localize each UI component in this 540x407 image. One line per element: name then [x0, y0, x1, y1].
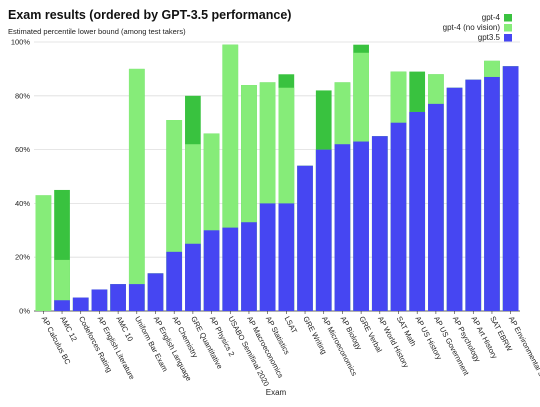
- bar-gpt3-5: [465, 79, 482, 311]
- bar-gpt3-5: [278, 203, 295, 311]
- bar-gpt3-5: [259, 203, 276, 311]
- bar-gpt3-5: [91, 289, 108, 311]
- legend-label: gpt-4 (no vision): [443, 23, 501, 32]
- chart-title: Exam results (ordered by GPT-3.5 perform…: [8, 8, 291, 22]
- bar-gpt-4-no-vision: [35, 195, 52, 311]
- bar-gpt3-5: [484, 76, 500, 311]
- bar-gpt3-5: [353, 141, 369, 311]
- bar-gpt3-5: [222, 227, 239, 311]
- bar-gpt3-5: [502, 66, 519, 312]
- bars: [35, 44, 519, 312]
- y-tick-label: 100%: [11, 38, 31, 47]
- bar-gpt3-5: [409, 111, 426, 311]
- bar-gpt3-5: [297, 165, 313, 311]
- bar-gpt3-5: [128, 284, 145, 311]
- bar-gpt3-5: [371, 136, 388, 311]
- x-tick-label: AP Environmental Science: [507, 315, 540, 398]
- bar-gpt3-5: [72, 297, 89, 311]
- y-tick-label: 40%: [15, 199, 30, 208]
- x-axis-title: Exam: [266, 388, 287, 397]
- bar-gpt3-5: [54, 300, 70, 311]
- chart-subtitle: Estimated percentile lower bound (among …: [8, 27, 186, 36]
- x-tick-label: AMC 10: [114, 315, 135, 343]
- bar-gpt3-5: [110, 284, 126, 311]
- y-tick-label: 20%: [15, 253, 30, 262]
- legend-swatch: [504, 24, 512, 32]
- y-tick-label: 0%: [19, 307, 30, 316]
- bar-gpt3-5: [334, 144, 351, 311]
- y-tick-label: 80%: [15, 91, 30, 100]
- y-tick-label: 60%: [15, 145, 30, 154]
- y-axis: 0% 20% 40% 60% 80% 100%: [11, 38, 31, 316]
- x-tick-label: LSAT: [283, 315, 300, 336]
- bar-gpt-4-no-vision: [128, 68, 145, 312]
- legend-swatch: [504, 14, 512, 22]
- bar-gpt3-5: [185, 243, 201, 311]
- bar-gpt3-5: [315, 149, 332, 311]
- bar-gpt3-5: [428, 103, 444, 312]
- legend-swatch: [504, 34, 512, 42]
- legend-label: gpt-4: [482, 13, 501, 22]
- bar-gpt3-5: [147, 273, 164, 311]
- bar-gpt3-5: [203, 230, 220, 311]
- bar-gpt3-5: [446, 87, 463, 311]
- bar-gpt-4-no-vision: [54, 259, 70, 311]
- legend-label: gpt3.5: [478, 33, 501, 42]
- bar-gpt3-5: [390, 122, 407, 311]
- bar-gpt3-5: [241, 222, 257, 311]
- x-tick-label: AMC 12: [58, 315, 79, 343]
- bar-gpt3-5: [166, 251, 183, 311]
